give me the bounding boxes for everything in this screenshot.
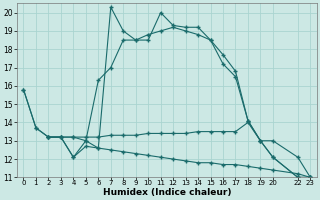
- X-axis label: Humidex (Indice chaleur): Humidex (Indice chaleur): [103, 188, 231, 197]
